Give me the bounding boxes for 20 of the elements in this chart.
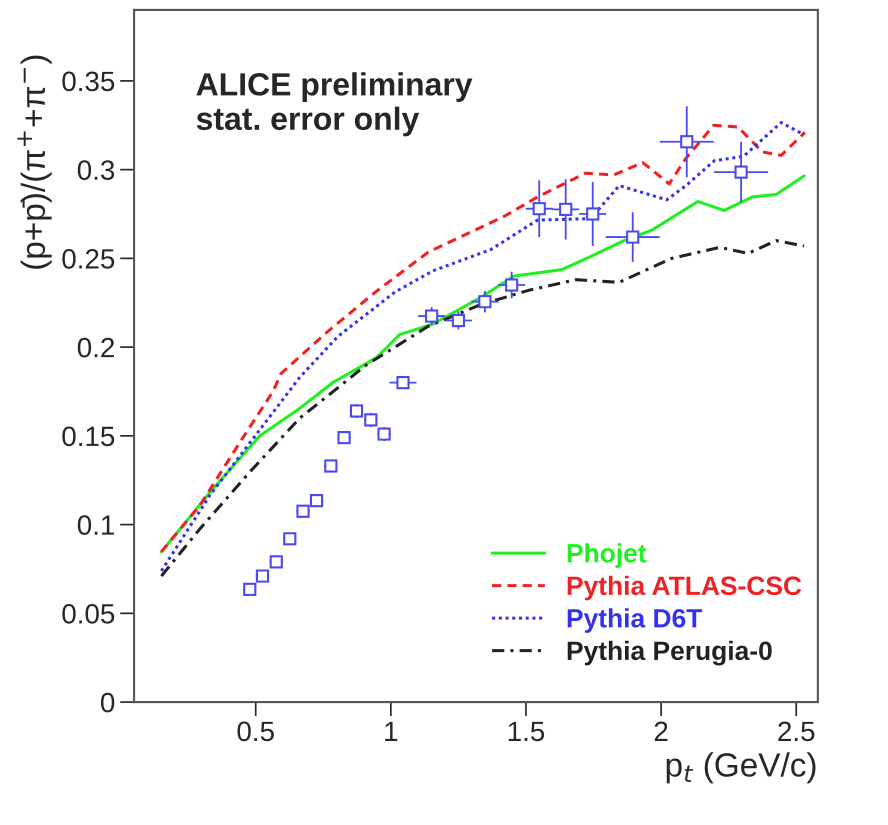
x-axis-title: p$_{t}$ (GeV/c)	[666, 752, 816, 784]
y-tick-label: 0.2	[78, 338, 114, 358]
y-tick-label: 0.25	[62, 249, 114, 269]
legend-label: Pythia D6T	[568, 608, 702, 633]
legend-label: Pythia Perugia-0	[568, 640, 772, 666]
annotation: ALICE preliminary stat. error only	[196, 72, 472, 136]
legend-label: Phojet	[568, 543, 646, 568]
legend-label: Pythia ATLAS-CSC	[568, 576, 802, 600]
x-tick-label: 2	[654, 722, 668, 741]
x-tick-label: 0.5	[237, 722, 274, 742]
y-tick-label: 0.05	[62, 604, 114, 624]
x-tick-label: 1.5	[508, 722, 544, 742]
x-tick-label: 2.5	[778, 722, 814, 742]
y-tick-label: 0.35	[62, 72, 114, 92]
y-tick-label: 0.15	[62, 426, 114, 446]
y-tick-label: 0	[100, 692, 114, 712]
y-tick-label: 0.3	[78, 160, 114, 180]
x-tick-label: 1	[385, 722, 398, 741]
y-tick-label: 0.1	[78, 515, 114, 535]
y-axis-title: (p+p̄)/(π$^{+}$+π$^{−}$)	[17, 56, 52, 269]
